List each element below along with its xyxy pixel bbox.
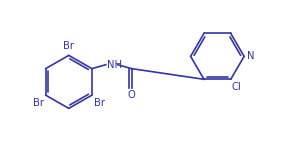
Text: N: N bbox=[247, 51, 254, 61]
Text: NH: NH bbox=[107, 60, 122, 70]
Text: O: O bbox=[128, 90, 135, 100]
Text: Br: Br bbox=[63, 42, 74, 51]
Text: Br: Br bbox=[94, 98, 105, 108]
Text: Cl: Cl bbox=[232, 82, 242, 92]
Text: Br: Br bbox=[33, 98, 44, 108]
